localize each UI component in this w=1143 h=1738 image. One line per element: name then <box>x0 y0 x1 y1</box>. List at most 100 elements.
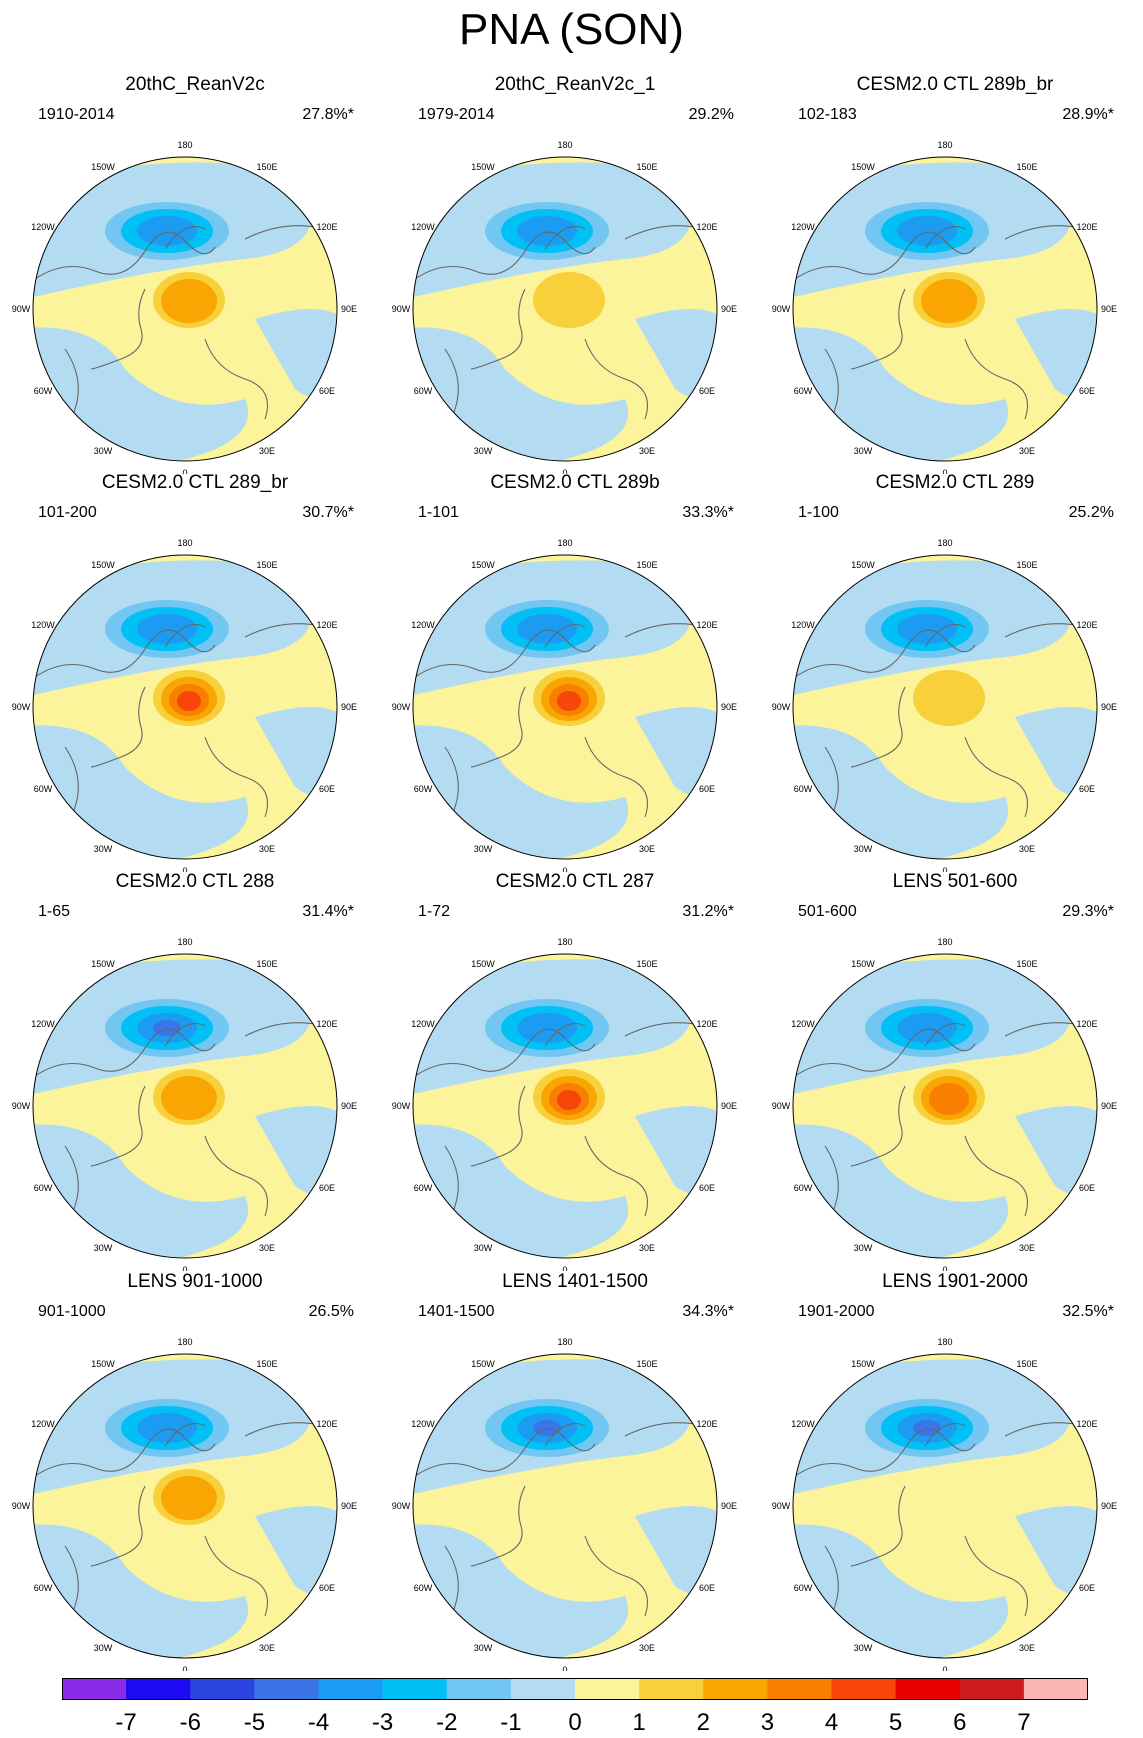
map-outline <box>792 953 1098 1259</box>
longitude-label: 30W <box>94 1643 113 1653</box>
longitude-label: 180 <box>937 937 952 947</box>
coastline <box>204 338 269 420</box>
map-outline <box>412 953 718 1259</box>
longitude-label: 0 <box>182 866 187 872</box>
figure-title: PNA (SON) <box>459 5 684 54</box>
longitude-label: 90E <box>1101 304 1117 314</box>
longitude-label: 120W <box>791 620 815 630</box>
panel-title: CESM2.0 CTL 289b_br <box>856 74 1054 95</box>
contour-low-level <box>897 614 957 644</box>
contour-high-level <box>161 279 217 323</box>
longitude-label: 0 <box>562 1265 567 1271</box>
longitude-label: 60W <box>794 784 813 794</box>
contour-high-level <box>557 1090 581 1110</box>
coastline <box>90 288 146 370</box>
longitude-label: 30E <box>639 446 655 456</box>
longitude-label: 30W <box>474 1643 493 1653</box>
panel-variance-pct: 34.3%* <box>682 1303 734 1320</box>
longitude-label: 60E <box>699 386 715 396</box>
polar-map: 180 150E 120E 90E 60E 30E 0 30W 60W 90W 120W 150W <box>772 538 1117 872</box>
contour-low-level <box>517 1013 577 1043</box>
longitude-label: 180 <box>557 1337 572 1347</box>
map-outline <box>32 1353 338 1659</box>
coastline <box>414 1428 596 1477</box>
colorbar-segment <box>639 1678 704 1700</box>
longitude-label: 120E <box>1076 222 1097 232</box>
longitude-label: 150W <box>851 162 875 172</box>
longitude-label: 120E <box>696 620 717 630</box>
panel-period: 1-100 <box>798 504 839 521</box>
longitude-label: 90E <box>721 702 737 712</box>
colorbar-segment <box>62 1678 127 1700</box>
longitude-label: 30W <box>854 844 873 854</box>
longitude-label: 60W <box>414 386 433 396</box>
map-panel: CESM2.0 CTL 289_br 101-200 30.7%* 180 150E 12… <box>10 472 380 872</box>
longitude-label: 60W <box>794 1583 813 1593</box>
longitude-label: 30E <box>639 1243 655 1253</box>
coastline <box>470 288 526 370</box>
panel-title: LENS 1901-2000 <box>882 1271 1028 1292</box>
longitude-label: 150W <box>471 1359 495 1369</box>
map-panel: CESM2.0 CTL 289b 1-101 33.3%* 180 150E 120E 90… <box>390 472 760 872</box>
longitude-label: 0 <box>942 866 947 872</box>
longitude-label: 30E <box>1019 1243 1035 1253</box>
longitude-label: 120W <box>31 1019 55 1029</box>
longitude-label: 180 <box>937 538 952 548</box>
contour-low-level <box>897 216 957 246</box>
coastline <box>544 1422 586 1447</box>
coastline <box>584 338 649 420</box>
longitude-label: 30W <box>94 844 113 854</box>
longitude-label: 90E <box>341 304 357 314</box>
longitude-label: 120E <box>316 222 337 232</box>
panel-variance-pct: 29.2% <box>688 106 734 123</box>
contour-high-level <box>533 272 605 328</box>
panel-variance-pct: 26.5% <box>308 1303 354 1320</box>
coastline <box>414 1028 596 1077</box>
polar-map: 180 150E 120E 90E 60E 30E 0 30W 60W 90W 120W 150W <box>12 1337 357 1671</box>
longitude-label: 180 <box>177 538 192 548</box>
polar-map: 180 150E 120E 90E 60E 30E 0 30W 60W 90W 120W 150W <box>392 937 737 1271</box>
contour-high-level <box>557 691 581 711</box>
longitude-label: 90E <box>1101 1501 1117 1511</box>
longitude-label: 60E <box>319 784 335 794</box>
colorbar-tick-label: -7 <box>115 1709 136 1736</box>
coastline <box>204 1135 269 1217</box>
longitude-label: 180 <box>177 140 192 150</box>
panel-title: CESM2.0 CTL 287 <box>495 871 655 892</box>
panel-period: 1-72 <box>418 903 451 920</box>
longitude-label: 150E <box>1016 1359 1037 1369</box>
panel-variance-pct: 25.2% <box>1068 504 1114 521</box>
colorbar-tick-label: -2 <box>436 1709 457 1736</box>
map-outline <box>32 554 338 860</box>
map-panel: CESM2.0 CTL 289b_br 102-183 28.9%* 180 150E 1… <box>770 74 1140 474</box>
longitude-label: 60E <box>1079 1183 1095 1193</box>
longitude-label: 150E <box>636 1359 657 1369</box>
coastline <box>924 225 966 250</box>
colorbar-tick-label: 5 <box>889 1709 902 1736</box>
longitude-label: 30E <box>1019 1643 1035 1653</box>
longitude-label: 180 <box>937 1337 952 1347</box>
panel-period: 1910-2014 <box>38 106 115 123</box>
coastline <box>544 623 586 648</box>
polar-map: 180 150E 120E 90E 60E 30E 0 30W 60W 90W 120W 150W <box>12 538 357 872</box>
longitude-label: 150W <box>851 1359 875 1369</box>
longitude-label: 60W <box>34 1583 53 1593</box>
longitude-label: 150W <box>471 959 495 969</box>
colorbar-segment <box>318 1678 384 1700</box>
longitude-label: 0 <box>562 866 567 872</box>
panel-title: CESM2.0 CTL 289_br <box>101 472 289 493</box>
contour-low-level <box>137 614 197 644</box>
map-outline <box>32 953 338 1259</box>
colorbar-segment <box>575 1678 640 1700</box>
contour-low-level <box>517 614 577 644</box>
coastline <box>924 623 966 648</box>
panel-title: CESM2.0 CTL 289b <box>490 472 660 493</box>
coastline <box>850 1085 906 1167</box>
longitude-label: 60E <box>1079 784 1095 794</box>
longitude-label: 60E <box>699 1583 715 1593</box>
panel-title: 20thC_ReanV2c <box>125 74 265 95</box>
panel-variance-pct: 29.3%* <box>1062 903 1114 920</box>
longitude-label: 150W <box>91 959 115 969</box>
panel-variance-pct: 27.8%* <box>302 106 354 123</box>
panel-period: 102-183 <box>798 106 857 123</box>
